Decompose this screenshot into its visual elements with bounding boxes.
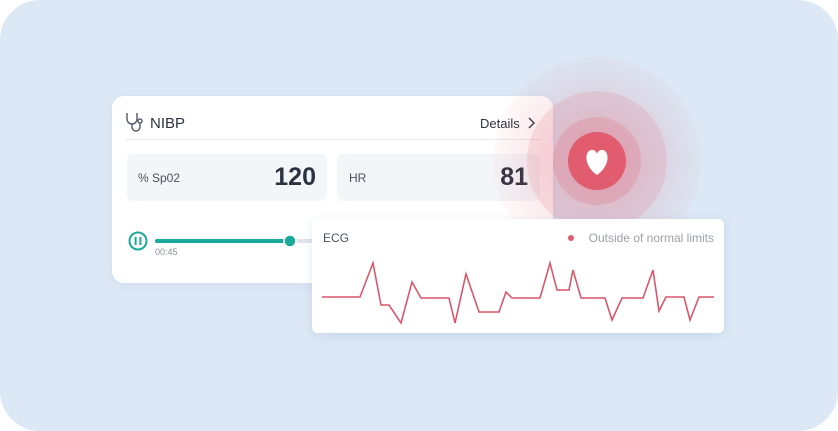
progress [155,239,291,243]
heart-pulse [493,57,701,265]
metric-value: 120 [274,163,316,191]
status-dot [568,235,574,241]
metric-label: % Sp02 [138,171,181,185]
time-label: 00:45 [155,247,178,257]
metric-label: HR [349,171,367,185]
card-title: NIBP [150,115,186,132]
pause-button[interactable] [128,231,148,251]
ecg-title: ECG [323,231,350,245]
slider-thumb[interactable] [283,234,297,248]
metric-box: % Sp02 120 [127,154,327,201]
ecg-card: ECG Outside of normal limits [312,219,724,333]
status-text: Outside of normal limits [588,231,714,245]
stethoscope-icon [126,113,143,132]
divider [126,139,540,140]
player [128,231,315,251]
